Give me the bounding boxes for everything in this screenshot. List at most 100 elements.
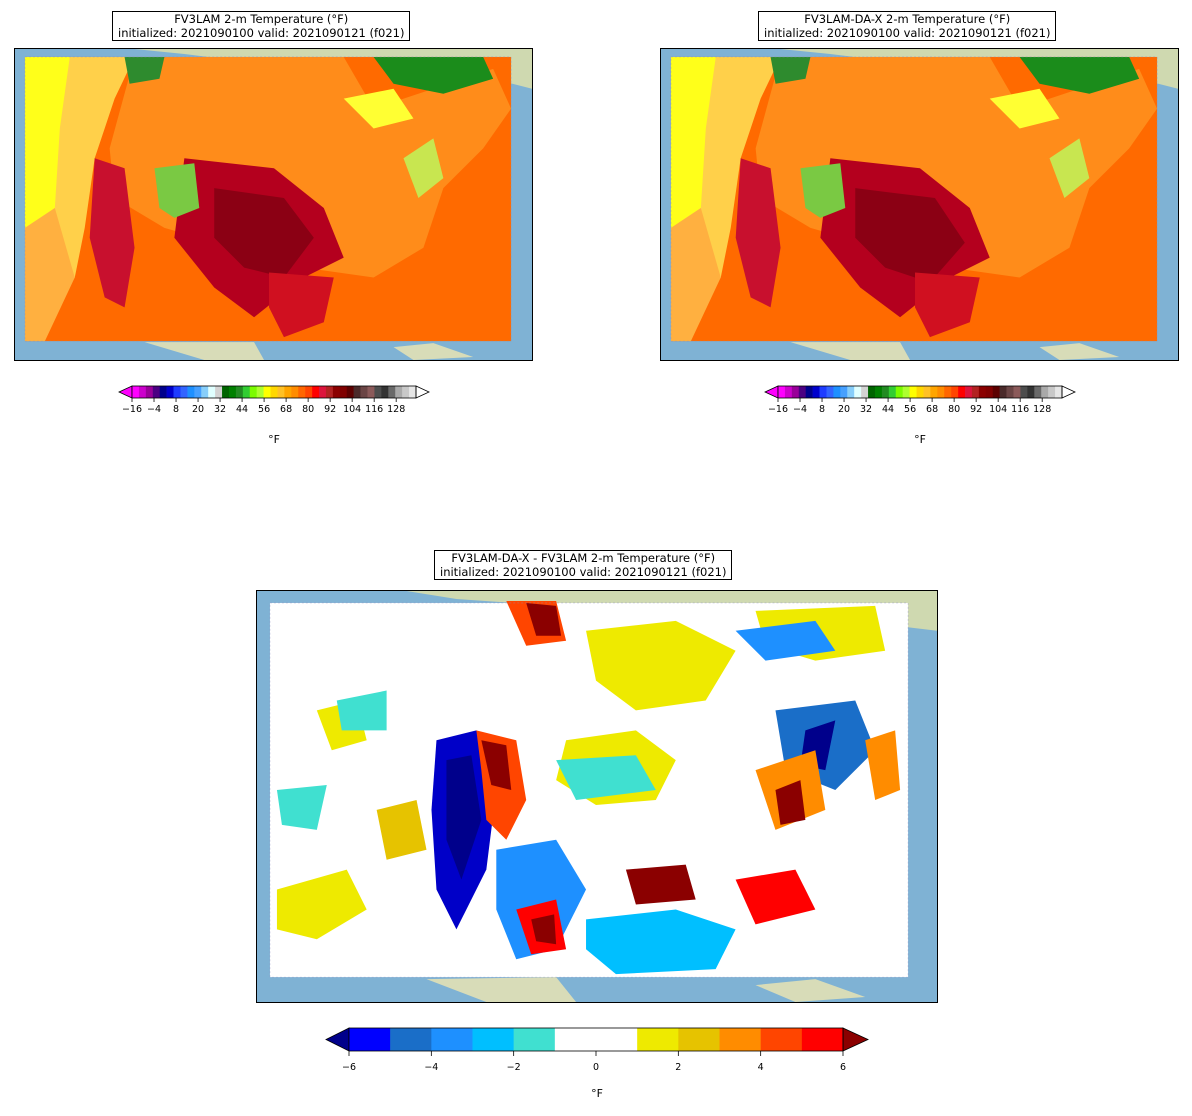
colorbar-segment <box>395 386 403 398</box>
colorbar-tick-label: 32 <box>214 404 226 415</box>
colorbar-segment <box>840 386 848 398</box>
map-fv3lam <box>14 48 533 361</box>
colorbar-temperature-2-svg: −16 −4 8 20 32 44 56 68 80 92 104 116 128 <box>764 385 1076 415</box>
colorbar-segment <box>305 386 313 398</box>
colorbar-segment <box>222 386 230 398</box>
colorbar-segment <box>298 386 306 398</box>
colorbar-tick-label: 104 <box>989 404 1007 415</box>
colorbar-segment <box>249 386 257 398</box>
colorbar-segment <box>944 386 952 398</box>
colorbar-segment <box>194 386 202 398</box>
colorbar-segment <box>874 386 883 398</box>
colorbar-segment <box>854 386 862 398</box>
colorbar-tick-label: 56 <box>904 404 916 415</box>
colorbar-segment <box>978 386 987 398</box>
panel-title-difference: FV3LAM-DA-X - FV3LAM 2-m Temperature (°F… <box>434 550 733 580</box>
colorbar-temperature-1-svg: −16 −4 8 20 32 44 56 68 80 92 104 116 128 <box>118 385 430 415</box>
colorbar-segment <box>985 386 994 398</box>
colorbar-segment <box>152 386 161 398</box>
colorbar-temperature-2: −16 −4 8 20 32 44 56 68 80 92 104 116 128 <box>764 384 1076 424</box>
colorbar-segment <box>263 386 271 398</box>
colorbar-segment <box>173 386 181 398</box>
title-line1: FV3LAM 2-m Temperature (°F) <box>174 12 349 26</box>
colorbar-tick-label: −4 <box>793 404 807 415</box>
colorbar-segment <box>826 386 834 398</box>
colorbar-segment <box>291 386 299 398</box>
colorbar-segment <box>349 1028 391 1051</box>
colorbar-segment <box>319 386 327 398</box>
colorbar-segment <box>381 386 389 398</box>
colorbar-tick-label: 44 <box>236 404 248 415</box>
colorbar-segment <box>965 386 973 398</box>
colorbar-segment <box>1041 386 1049 398</box>
colorbar-segment <box>187 386 195 398</box>
colorbar-segment <box>242 386 251 398</box>
colorbar-tick-label: −2 <box>507 1062 521 1073</box>
colorbar-segment <box>784 386 793 398</box>
colorbar-tick-label: 56 <box>258 404 270 415</box>
title-line1: FV3LAM-DA-X 2-m Temperature (°F) <box>804 12 1011 26</box>
colorbar-segment <box>554 1028 597 1051</box>
colorbar-tick-label: 80 <box>302 404 314 415</box>
colorbar-segment <box>1048 386 1056 398</box>
colorbar-tick-label: −4 <box>424 1062 438 1073</box>
colorbar-segment <box>861 386 869 398</box>
colorbar-segment <box>270 386 278 398</box>
colorbar-segment <box>166 386 174 398</box>
colorbar-extend-low <box>764 385 779 399</box>
colorbar-difference: −6 −4 −2 0 2 4 6 <box>325 1026 870 1076</box>
colorbar-temperature-1: −16 −4 8 20 32 44 56 68 80 92 104 116 128 <box>118 384 430 424</box>
colorbar-tick-label: 4 <box>758 1062 764 1073</box>
map-difference <box>256 590 938 1003</box>
colorbar-tick-label: 116 <box>365 404 383 415</box>
colorbar-tick-label: 0 <box>593 1062 599 1073</box>
colorbar-unit-label: °F <box>591 1087 603 1100</box>
colorbar-tick-label: 104 <box>343 404 361 415</box>
map-fv3lam-da-x <box>660 48 1179 361</box>
colorbar-tick-label: 80 <box>948 404 960 415</box>
colorbar-segment <box>346 386 354 398</box>
colorbar-segment <box>801 1028 844 1051</box>
colorbar-segment <box>284 386 292 398</box>
colorbar-segment <box>228 386 237 398</box>
colorbar-segment <box>390 1028 432 1051</box>
colorbar-segment <box>937 386 945 398</box>
colorbar-segment <box>145 386 154 398</box>
colorbar-tick-label: 92 <box>970 404 982 415</box>
colorbar-segment <box>388 386 396 398</box>
colorbar-segment <box>1055 386 1063 398</box>
colorbar-segment <box>819 386 827 398</box>
colorbar-segment <box>138 386 147 398</box>
colorbar-segment <box>339 386 348 398</box>
title-line1: FV3LAM-DA-X - FV3LAM 2-m Temperature (°F… <box>451 551 716 565</box>
colorbar-segment <box>902 386 910 398</box>
colorbar-segment <box>1027 386 1035 398</box>
colorbar-segment <box>353 386 361 398</box>
colorbar-tick-label: 32 <box>860 404 872 415</box>
colorbar-segment <box>312 386 320 398</box>
colorbar-extend-low <box>325 1027 350 1052</box>
colorbar-segment <box>367 386 375 398</box>
colorbar-tick-label: 2 <box>675 1062 681 1073</box>
colorbar-tick-label: 8 <box>819 404 825 415</box>
colorbar-segment <box>791 386 800 398</box>
colorbar-segment <box>930 386 938 398</box>
colorbar-segment <box>958 386 966 398</box>
colorbar-extend-high <box>842 1027 869 1052</box>
colorbar-tick-label: −16 <box>768 404 788 415</box>
panel-title-fv3lam-da-x: FV3LAM-DA-X 2-m Temperature (°F) initial… <box>758 11 1057 41</box>
colorbar-segment <box>256 386 264 398</box>
colorbar-segment <box>360 386 368 398</box>
colorbar-tick-label: 128 <box>387 404 405 415</box>
colorbar-segment <box>332 386 341 398</box>
colorbar-tick-label: 20 <box>192 404 204 415</box>
title-line2: initialized: 2021090100 valid: 202109012… <box>764 26 1051 40</box>
colorbar-segment <box>951 386 959 398</box>
colorbar-segment <box>513 1028 556 1051</box>
colorbar-tick-label: 116 <box>1011 404 1029 415</box>
colorbar-segment <box>472 1028 514 1051</box>
colorbar-segment <box>201 386 209 398</box>
colorbar-segment <box>895 386 903 398</box>
colorbar-segment <box>812 386 820 398</box>
colorbar-segment <box>215 386 223 398</box>
